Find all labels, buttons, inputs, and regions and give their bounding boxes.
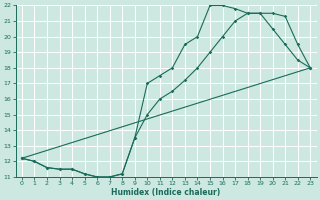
X-axis label: Humidex (Indice chaleur): Humidex (Indice chaleur) (111, 188, 221, 197)
